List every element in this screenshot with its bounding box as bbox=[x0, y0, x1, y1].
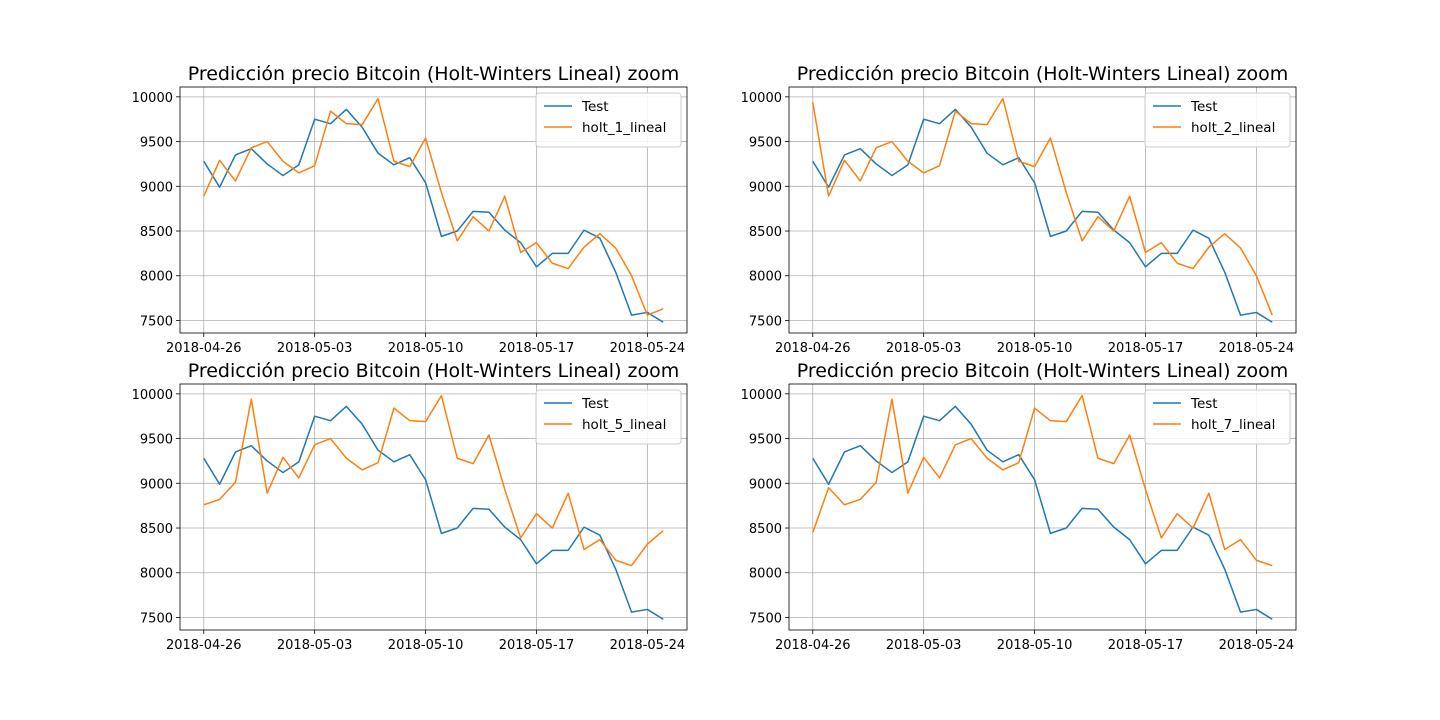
x-tick-label: 2018-05-03 bbox=[886, 341, 962, 356]
legend-entry: holt_2_lineal bbox=[1191, 120, 1275, 136]
series-line-Test bbox=[203, 108, 664, 323]
legend-entry: holt_5_lineal bbox=[582, 417, 666, 433]
y-tick-label: 8000 bbox=[140, 567, 173, 582]
x-tick-label: 2018-05-03 bbox=[277, 638, 353, 653]
y-tick-label: 10000 bbox=[132, 388, 173, 403]
legend-entry: holt_1_lineal bbox=[582, 120, 666, 136]
legend-entry: holt_7_lineal bbox=[1191, 417, 1275, 433]
y-tick-label: 7500 bbox=[749, 314, 782, 329]
chart-title: Predicción precio Bitcoin (Holt-Winters … bbox=[188, 63, 680, 85]
chart-panel-2: Predicción precio Bitcoin (Holt-Winters … bbox=[741, 63, 1297, 356]
chart-title: Predicción precio Bitcoin (Holt-Winters … bbox=[188, 360, 680, 382]
legend-entry: Test bbox=[1190, 396, 1218, 412]
legend: Test holt_2_lineal bbox=[1144, 92, 1291, 148]
plot-frame bbox=[788, 383, 1297, 631]
y-tick-label: 9000 bbox=[749, 477, 782, 492]
x-tick-label: 2018-05-10 bbox=[997, 341, 1073, 356]
x-tick-label: 2018-05-24 bbox=[1219, 341, 1295, 356]
y-tick-label: 8000 bbox=[749, 567, 782, 582]
y-tick-label: 9500 bbox=[749, 433, 782, 448]
y-tick-label: 9500 bbox=[749, 136, 782, 151]
plot-frame bbox=[179, 86, 688, 334]
x-tick-label: 2018-05-24 bbox=[1219, 638, 1295, 653]
series-line-Test bbox=[203, 405, 664, 620]
x-tick-label: 2018-04-26 bbox=[775, 638, 851, 653]
y-tick-label: 10000 bbox=[741, 388, 782, 403]
series-line-Test bbox=[812, 108, 1273, 323]
y-tick-label: 9500 bbox=[140, 136, 173, 151]
y-tick-label: 9000 bbox=[140, 477, 173, 492]
y-tick-label: 10000 bbox=[132, 91, 173, 106]
legend: Test holt_5_lineal bbox=[535, 389, 682, 445]
plot-frame bbox=[788, 86, 1297, 334]
legend: Test holt_1_lineal bbox=[535, 92, 682, 148]
x-tick-label: 2018-05-17 bbox=[1108, 638, 1184, 653]
x-tick-label: 2018-05-17 bbox=[499, 638, 575, 653]
x-tick-label: 2018-05-03 bbox=[277, 341, 353, 356]
series-line-Test bbox=[812, 405, 1273, 620]
y-tick-label: 9000 bbox=[140, 180, 173, 195]
series-line-holt_5_lineal bbox=[203, 394, 664, 567]
y-tick-label: 7500 bbox=[140, 611, 173, 626]
x-tick-label: 2018-05-10 bbox=[388, 341, 464, 356]
plot-frame bbox=[179, 383, 688, 631]
x-tick-label: 2018-04-26 bbox=[166, 341, 242, 356]
chart-title: Predicción precio Bitcoin (Holt-Winters … bbox=[797, 360, 1289, 382]
x-tick-label: 2018-05-10 bbox=[388, 638, 464, 653]
legend: Test holt_7_lineal bbox=[1144, 389, 1291, 445]
legend-entry: Test bbox=[581, 99, 609, 115]
y-tick-label: 10000 bbox=[741, 91, 782, 106]
chart-panel-3: Predicción precio Bitcoin (Holt-Winters … bbox=[132, 360, 688, 653]
y-tick-label: 8000 bbox=[749, 270, 782, 285]
x-tick-label: 2018-04-26 bbox=[775, 341, 851, 356]
legend-box bbox=[1144, 389, 1291, 445]
y-tick-label: 8500 bbox=[140, 225, 173, 240]
x-tick-label: 2018-04-26 bbox=[166, 638, 242, 653]
legend-entry: Test bbox=[1190, 99, 1218, 115]
legend-box bbox=[535, 92, 682, 148]
y-tick-label: 8500 bbox=[749, 225, 782, 240]
series-line-holt_1_lineal bbox=[203, 97, 664, 316]
x-tick-label: 2018-05-24 bbox=[610, 638, 686, 653]
series-line-holt_7_lineal bbox=[812, 394, 1273, 567]
y-tick-label: 9000 bbox=[749, 180, 782, 195]
y-tick-label: 8000 bbox=[140, 270, 173, 285]
chart-panel-1: Predicción precio Bitcoin (Holt-Winters … bbox=[132, 63, 688, 356]
legend-box bbox=[535, 389, 682, 445]
y-tick-label: 8500 bbox=[140, 522, 173, 537]
chart-panel-4: Predicción precio Bitcoin (Holt-Winters … bbox=[741, 360, 1297, 653]
y-tick-label: 8500 bbox=[749, 522, 782, 537]
legend-box bbox=[1144, 92, 1291, 148]
y-tick-label: 9500 bbox=[140, 433, 173, 448]
x-tick-label: 2018-05-17 bbox=[1108, 341, 1184, 356]
y-tick-label: 7500 bbox=[749, 611, 782, 626]
x-tick-label: 2018-05-03 bbox=[886, 638, 962, 653]
x-tick-label: 2018-05-17 bbox=[499, 341, 575, 356]
x-tick-label: 2018-05-24 bbox=[610, 341, 686, 356]
chart-title: Predicción precio Bitcoin (Holt-Winters … bbox=[797, 63, 1289, 85]
y-tick-label: 7500 bbox=[140, 314, 173, 329]
x-tick-label: 2018-05-10 bbox=[997, 638, 1073, 653]
series-line-holt_2_lineal bbox=[812, 97, 1273, 316]
legend-entry: Test bbox=[581, 396, 609, 412]
